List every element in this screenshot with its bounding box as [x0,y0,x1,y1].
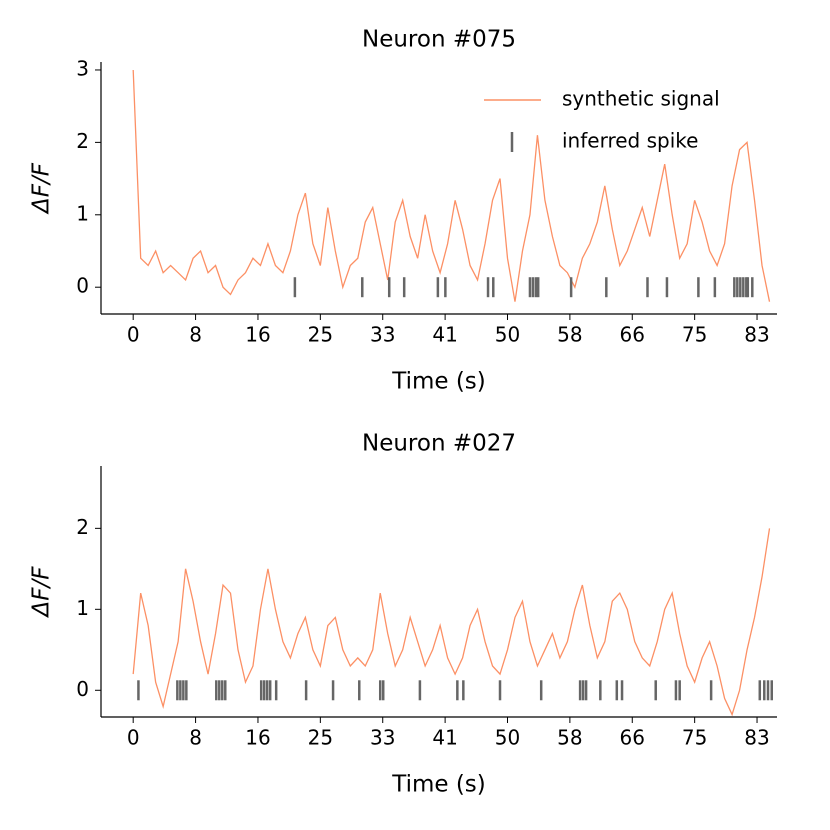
x-tick-label: 25 [308,323,333,347]
x-tick-label: 83 [744,323,769,347]
x-tick-label: 16 [245,726,270,750]
y-tick-label: 0 [76,274,89,298]
y-tick-label: 2 [76,129,89,153]
x-tick-label: 66 [620,323,645,347]
legend-label: synthetic signal [562,87,720,111]
x-tick-label: 16 [245,323,270,347]
x-tick-label: 0 [127,323,140,347]
y-tick-label: 1 [76,201,89,225]
x-tick-label: 83 [744,726,769,750]
chart-title: Neuron #075 [362,27,516,53]
subplot: Neuron #075 Time (s) ΔF/F 0 8 16 25 33 41 50 58 66 7… [29,27,777,395]
y-axis-label: ΔF/F [29,566,55,619]
x-tick-label: 8 [189,726,202,750]
x-tick-label: 58 [557,726,582,750]
y-tick-label: 2 [76,515,89,539]
x-tick-label: 41 [432,323,457,347]
y-axis-label: ΔF/F [29,162,55,215]
x-tick-label: 66 [620,726,645,750]
y-tick-label: 1 [76,596,89,620]
x-tick-label: 8 [189,323,202,347]
x-tick-label: 25 [308,726,333,750]
legend-label: inferred spike [562,129,698,153]
x-tick-label: 50 [495,323,520,347]
signal-line [132,528,771,717]
x-tick-label: 50 [495,726,520,750]
x-tick-label: 33 [370,323,395,347]
chart-title: Neuron #027 [362,431,516,457]
subplot: Neuron #027 Time (s) ΔF/F 0 8 16 25 33 41 50 58 66 7… [29,431,777,798]
y-tick-label: 0 [76,677,89,701]
x-tick-label: 33 [370,726,395,750]
y-tick-label: 3 [76,56,89,80]
x-axis-label: Time (s) [391,369,486,395]
x-tick-label: 58 [557,323,582,347]
signal-line [132,69,771,302]
x-tick-label: 75 [682,726,707,750]
x-tick-label: 75 [682,323,707,347]
x-axis-label: Time (s) [391,772,486,798]
x-tick-label: 0 [127,726,140,750]
x-tick-label: 41 [432,726,457,750]
